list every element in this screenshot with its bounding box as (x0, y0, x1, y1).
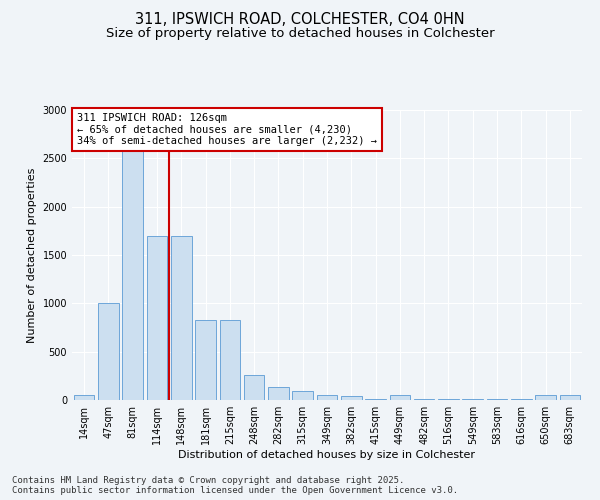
Bar (535, 395, 556, 400)
Bar (438, 399, 459, 400)
Bar (171, 236, 191, 400)
Bar (560, 395, 580, 400)
Bar (341, 396, 362, 400)
Bar (146, 236, 167, 400)
Text: Size of property relative to detached houses in Colchester: Size of property relative to detached ho… (106, 28, 494, 40)
Bar (244, 375, 265, 400)
Bar (487, 399, 508, 400)
Bar (463, 399, 483, 400)
Bar (268, 388, 289, 400)
Bar (389, 395, 410, 400)
Bar (317, 394, 337, 400)
Bar (292, 392, 313, 400)
Bar (195, 320, 216, 400)
Bar (365, 399, 386, 400)
Text: Contains HM Land Registry data © Crown copyright and database right 2025.
Contai: Contains HM Land Registry data © Crown c… (12, 476, 458, 495)
Y-axis label: Number of detached properties: Number of detached properties (27, 168, 37, 342)
Bar (511, 399, 532, 400)
Text: 311 IPSWICH ROAD: 126sqm
← 65% of detached houses are smaller (4,230)
34% of sem: 311 IPSWICH ROAD: 126sqm ← 65% of detach… (77, 113, 377, 146)
Text: 311, IPSWICH ROAD, COLCHESTER, CO4 0HN: 311, IPSWICH ROAD, COLCHESTER, CO4 0HN (135, 12, 465, 28)
X-axis label: Distribution of detached houses by size in Colchester: Distribution of detached houses by size … (179, 450, 476, 460)
Bar (98, 304, 119, 400)
Bar (414, 399, 434, 400)
Bar (220, 320, 240, 400)
Bar (122, 148, 143, 400)
Bar (74, 395, 94, 400)
